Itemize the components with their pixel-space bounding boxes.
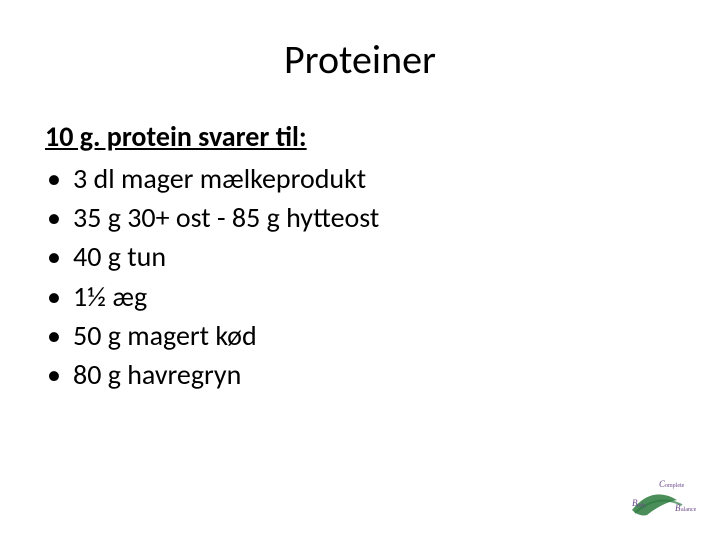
svg-text:ody: ody bbox=[637, 503, 646, 509]
svg-text:B: B bbox=[632, 498, 638, 508]
brand-logo: C omplete ody B B alance bbox=[627, 475, 702, 530]
bullet-list: 3 dl mager mælkeprodukt 35 g 30+ ost - 8… bbox=[45, 159, 680, 394]
slide-container: Proteiner 10 g. protein svarer til: 3 dl… bbox=[0, 0, 720, 540]
svg-text:alance: alance bbox=[681, 507, 697, 513]
bullet-item: 40 g tun bbox=[45, 237, 680, 276]
bullet-item: 80 g havregryn bbox=[45, 355, 680, 394]
bullet-item: 1½ æg bbox=[45, 277, 680, 316]
bullet-item: 50 g magert kød bbox=[45, 316, 680, 355]
slide-title: Proteiner bbox=[40, 35, 680, 84]
svg-text:omplete: omplete bbox=[665, 483, 685, 489]
bullet-item: 3 dl mager mælkeprodukt bbox=[45, 159, 680, 198]
slide-subtitle: 10 g. protein svarer til: bbox=[45, 119, 680, 154]
bullet-item: 35 g 30+ ost - 85 g hytteost bbox=[45, 198, 680, 237]
